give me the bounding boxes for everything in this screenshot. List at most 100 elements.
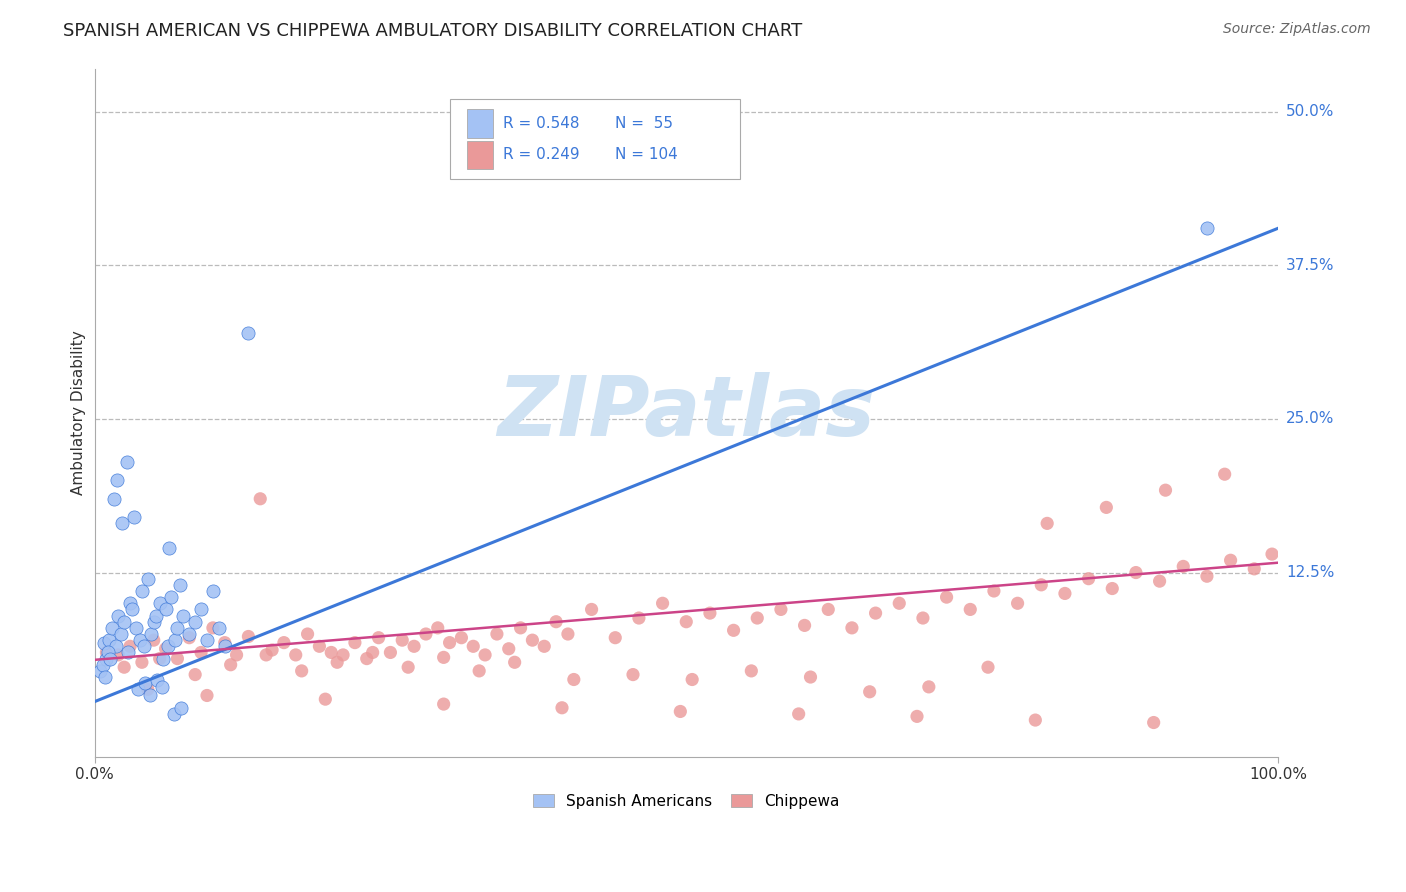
Point bbox=[149, 596, 172, 610]
Point bbox=[284, 648, 307, 662]
Point bbox=[468, 664, 491, 678]
Point bbox=[396, 660, 419, 674]
Point bbox=[254, 648, 277, 662]
Point bbox=[96, 651, 118, 665]
Point bbox=[125, 621, 148, 635]
Point bbox=[769, 602, 792, 616]
Point bbox=[121, 602, 143, 616]
Point bbox=[308, 640, 330, 654]
Point bbox=[627, 611, 650, 625]
Point bbox=[195, 689, 218, 703]
Text: N = 104: N = 104 bbox=[616, 147, 678, 162]
Point bbox=[314, 692, 336, 706]
Point bbox=[787, 706, 810, 721]
Point bbox=[142, 633, 165, 648]
Point bbox=[172, 608, 194, 623]
Point bbox=[155, 641, 177, 656]
Point bbox=[1125, 566, 1147, 580]
Point bbox=[889, 596, 911, 610]
Point bbox=[112, 615, 135, 629]
Point bbox=[581, 602, 603, 616]
Point bbox=[184, 615, 207, 629]
Point bbox=[793, 618, 815, 632]
Point bbox=[127, 682, 149, 697]
Point bbox=[485, 627, 508, 641]
Point bbox=[214, 640, 236, 654]
Point bbox=[97, 645, 120, 659]
Point bbox=[291, 664, 314, 678]
Point bbox=[817, 602, 839, 616]
Point bbox=[1095, 500, 1118, 515]
Point bbox=[1024, 713, 1046, 727]
Point bbox=[450, 631, 472, 645]
Point bbox=[160, 590, 183, 604]
Point bbox=[1154, 483, 1177, 498]
Point bbox=[139, 689, 162, 703]
Point bbox=[190, 602, 212, 616]
Point bbox=[681, 673, 703, 687]
Point bbox=[1149, 574, 1171, 589]
Point bbox=[98, 651, 121, 665]
Point bbox=[1261, 547, 1284, 561]
Point bbox=[89, 664, 111, 678]
Point bbox=[120, 640, 142, 654]
Point bbox=[179, 627, 201, 641]
Text: 12.5%: 12.5% bbox=[1286, 565, 1334, 580]
Point bbox=[740, 664, 762, 678]
Point bbox=[977, 660, 1000, 674]
Point bbox=[169, 578, 191, 592]
Point bbox=[93, 635, 115, 649]
Point bbox=[546, 615, 568, 629]
Point bbox=[195, 633, 218, 648]
Point bbox=[104, 640, 127, 654]
Point bbox=[1213, 467, 1236, 482]
Y-axis label: Ambulatory Disability: Ambulatory Disability bbox=[72, 330, 86, 495]
Point bbox=[1036, 516, 1059, 531]
Text: ZIPatlas: ZIPatlas bbox=[498, 372, 875, 453]
Point bbox=[503, 655, 526, 669]
Point bbox=[146, 673, 169, 687]
Point bbox=[343, 635, 366, 649]
Point bbox=[214, 635, 236, 649]
Point bbox=[208, 621, 231, 635]
Point bbox=[651, 596, 673, 610]
Point bbox=[91, 657, 114, 672]
Point bbox=[935, 590, 957, 604]
Point bbox=[142, 615, 165, 629]
Point bbox=[163, 633, 186, 648]
Point bbox=[1101, 582, 1123, 596]
Point bbox=[699, 606, 721, 620]
Point bbox=[136, 572, 159, 586]
Point bbox=[865, 606, 887, 620]
Point bbox=[1143, 715, 1166, 730]
Point bbox=[101, 621, 124, 635]
Point bbox=[150, 680, 173, 694]
Point bbox=[605, 631, 627, 645]
Text: 50.0%: 50.0% bbox=[1286, 104, 1334, 119]
Point bbox=[107, 648, 129, 662]
Point bbox=[799, 670, 821, 684]
Point bbox=[273, 635, 295, 649]
Point bbox=[219, 657, 242, 672]
Text: SPANISH AMERICAN VS CHIPPEWA AMBULATORY DISABILITY CORRELATION CHART: SPANISH AMERICAN VS CHIPPEWA AMBULATORY … bbox=[63, 22, 803, 40]
Point bbox=[426, 621, 449, 635]
Point bbox=[675, 615, 697, 629]
Point bbox=[841, 621, 863, 635]
Point bbox=[557, 627, 579, 641]
Point bbox=[297, 627, 319, 641]
Point bbox=[152, 651, 174, 665]
Point bbox=[249, 491, 271, 506]
Point bbox=[723, 624, 745, 638]
Point bbox=[262, 643, 284, 657]
Text: R = 0.249: R = 0.249 bbox=[503, 147, 579, 162]
Point bbox=[562, 673, 585, 687]
Point bbox=[115, 455, 138, 469]
Point bbox=[141, 627, 163, 641]
Point bbox=[439, 635, 461, 649]
Point bbox=[498, 641, 520, 656]
Point bbox=[122, 510, 145, 524]
Point bbox=[184, 667, 207, 681]
Point bbox=[134, 676, 156, 690]
FancyBboxPatch shape bbox=[467, 109, 494, 137]
Point bbox=[1219, 553, 1241, 567]
